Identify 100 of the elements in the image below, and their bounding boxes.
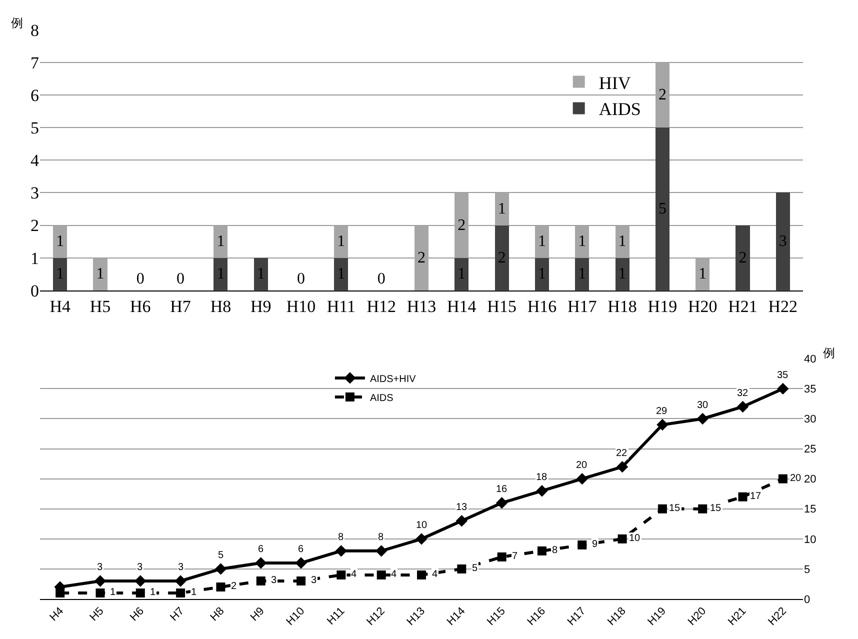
- x-tick-label: H12: [366, 296, 396, 316]
- y-tick-label: 6: [30, 86, 39, 106]
- point: [778, 474, 788, 484]
- x-tick-label: H21: [728, 296, 758, 316]
- x-tick-label: H9: [250, 296, 272, 316]
- bar: [655, 128, 670, 290]
- bar: [615, 225, 630, 258]
- bar: [534, 225, 549, 258]
- point: [497, 552, 506, 562]
- y-tick-label: 4: [30, 151, 40, 170]
- data-label: 1: [337, 233, 346, 250]
- data-label: 16: [496, 484, 508, 495]
- point: [134, 575, 146, 587]
- x-tick-label: H11: [326, 296, 356, 316]
- data-label: 20: [790, 473, 802, 484]
- y-tick-label: 7: [30, 54, 40, 72]
- point: [214, 563, 227, 575]
- bar: [214, 258, 228, 290]
- data-label: 8: [378, 532, 384, 543]
- data-label: 1: [698, 266, 707, 283]
- bar: [534, 258, 549, 290]
- point: [336, 570, 346, 580]
- point: [658, 504, 667, 514]
- bar: [615, 258, 630, 290]
- data-label: 4: [391, 569, 397, 580]
- data-label: 2: [658, 86, 666, 104]
- bar: [214, 225, 228, 258]
- x-tick-label: H5: [88, 605, 106, 624]
- point: [176, 588, 186, 598]
- bar: [254, 258, 268, 290]
- point: [256, 576, 266, 586]
- data-label: 1: [618, 233, 626, 250]
- x-tick-label: H10: [284, 605, 308, 628]
- point: [417, 570, 426, 580]
- point: [777, 382, 789, 395]
- y-tick-label: 2: [30, 216, 39, 236]
- data-label: 20: [576, 460, 588, 471]
- data-label: 1: [578, 266, 586, 283]
- bar: [414, 225, 429, 290]
- legend-label: HIV: [598, 72, 631, 93]
- point: [696, 412, 708, 425]
- data-label: 35: [777, 370, 789, 381]
- data-label: 1: [458, 266, 466, 283]
- x-tick-label: H8: [210, 296, 232, 316]
- point: [136, 588, 145, 598]
- y-tick-label: 0: [30, 281, 39, 300]
- x-tick-label: H10: [286, 296, 316, 316]
- y-tick-label: 0: [804, 594, 810, 606]
- point: [457, 564, 466, 574]
- point: [335, 545, 348, 557]
- data-label: 0: [136, 270, 144, 288]
- point: [618, 534, 627, 544]
- x-tick-label: H4: [50, 296, 71, 316]
- bar: [575, 258, 590, 290]
- data-label: 2: [498, 249, 506, 266]
- x-tick-label: H20: [686, 605, 709, 628]
- point: [616, 460, 628, 473]
- bar: [494, 225, 509, 290]
- data-label: 2: [418, 249, 426, 266]
- y-tick-label: 30: [804, 414, 816, 426]
- data-label: 1: [216, 233, 225, 250]
- x-tick-label: H13: [406, 296, 436, 316]
- y-axis-title: 例: [823, 346, 835, 360]
- data-label: 2: [231, 581, 237, 592]
- data-label: 0: [297, 270, 306, 288]
- data-label: 1: [191, 587, 197, 598]
- x-tick-label: H6: [130, 296, 151, 316]
- data-label: 5: [658, 200, 666, 218]
- y-tick-label: 25: [804, 444, 816, 456]
- data-label: 4: [432, 569, 438, 580]
- x-tick-label: H16: [527, 296, 557, 316]
- y-axis-title: 例: [11, 16, 23, 30]
- point: [736, 400, 749, 413]
- bar: [53, 225, 68, 258]
- legend-label: AIDS: [370, 392, 394, 404]
- point: [376, 570, 386, 580]
- x-tick-label: H15: [485, 605, 508, 628]
- point: [698, 504, 708, 514]
- point: [578, 540, 587, 550]
- x-tick-label: H19: [646, 605, 668, 628]
- data-label: 22: [616, 448, 628, 459]
- bar: [334, 225, 348, 258]
- data-label: 1: [150, 587, 156, 598]
- y-tick-label: 5: [30, 118, 39, 138]
- data-label: 7: [512, 551, 518, 562]
- point: [295, 557, 307, 569]
- data-label: 29: [656, 406, 668, 417]
- data-label: 0: [377, 270, 386, 288]
- data-label: 0: [176, 270, 185, 288]
- x-tick-label: H11: [325, 605, 348, 628]
- data-label: 1: [216, 266, 225, 283]
- y-tick-label: 8: [30, 20, 39, 40]
- x-tick-label: H5: [90, 296, 111, 316]
- data-label: 3: [178, 562, 184, 573]
- x-tick-label: H8: [208, 605, 227, 624]
- data-label: 1: [96, 266, 104, 283]
- data-label: 1: [56, 233, 64, 250]
- x-tick-label: H9: [248, 605, 267, 624]
- x-tick-label: H15: [487, 296, 516, 316]
- bar: [575, 225, 590, 258]
